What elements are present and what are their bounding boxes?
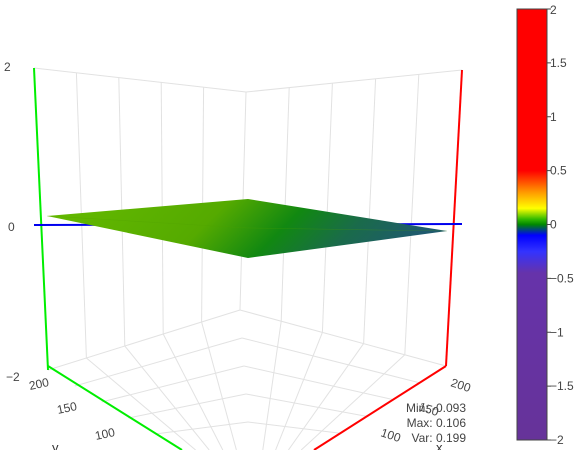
x-axis-line — [445, 69, 463, 367]
grid-line — [162, 333, 224, 450]
colorbar-tick: 0.5 — [550, 164, 567, 178]
x-tick: 100 — [379, 426, 403, 446]
grid-line — [124, 345, 210, 450]
grid-line — [155, 421, 249, 435]
colorbar-tick: −1 — [550, 325, 564, 339]
y-tick: 100 — [94, 425, 117, 443]
x-axis-title: x — [436, 440, 443, 450]
grid-line — [47, 309, 241, 371]
colorbar-ticks: 2 1.5 1 0.5 0 −0.5 −1 −1.5 −2 — [547, 3, 574, 447]
stat-max: Max: 0.106 — [406, 416, 466, 430]
grid-line — [321, 83, 333, 333]
colorbar[interactable] — [516, 8, 548, 441]
grid-lines — [33, 67, 463, 450]
x-tick: 150 — [417, 400, 441, 420]
grid-line — [300, 354, 406, 450]
z-tick: 2 — [4, 60, 11, 74]
y-axis-line-front — [47, 365, 183, 450]
grid-line — [247, 421, 341, 434]
grid-line — [33, 67, 247, 93]
z-tick: −2 — [6, 370, 20, 384]
colorbar-tick: −2 — [550, 433, 564, 447]
grid-line — [404, 74, 420, 355]
surface[interactable] — [47, 199, 447, 258]
x-axis-line-front — [313, 365, 447, 450]
grid-line — [201, 321, 237, 450]
grid-line — [86, 357, 196, 450]
y-axis-line — [33, 67, 49, 371]
stat-var: Var: 0.199 — [411, 431, 466, 445]
stat-min: Min: -0.093 — [405, 401, 466, 415]
grid-line — [243, 365, 394, 401]
grid-line — [128, 393, 247, 419]
colorbar-tick: 0 — [550, 218, 557, 232]
colorbar-tick: 1.5 — [550, 56, 567, 70]
grid-line — [245, 69, 463, 93]
colorbar-tick: −1.5 — [550, 379, 574, 393]
grid-line — [239, 309, 447, 367]
grid-line — [241, 337, 420, 384]
grid-line — [287, 343, 365, 450]
x-tick: 200 — [449, 376, 473, 396]
grid-line — [101, 365, 245, 403]
colorbar-tick: −0.5 — [550, 271, 574, 285]
colorbar-tick: 1 — [550, 110, 557, 124]
grid-line — [363, 78, 377, 344]
surface-ridge — [46, 215, 448, 232]
y-tick: 200 — [28, 375, 51, 393]
y-tick: 150 — [56, 399, 79, 417]
colorbar-tick: 2 — [550, 3, 557, 17]
grid-line — [245, 393, 367, 417]
z-tick: 0 — [8, 220, 15, 234]
grid-line — [280, 87, 290, 322]
y-axis-title: y — [52, 440, 59, 450]
grid-line — [275, 332, 323, 450]
grid-line — [262, 321, 282, 450]
grid-line — [74, 337, 243, 387]
stats-box: Min: -0.093 Max: 0.106 Var: 0.199 — [406, 401, 466, 446]
